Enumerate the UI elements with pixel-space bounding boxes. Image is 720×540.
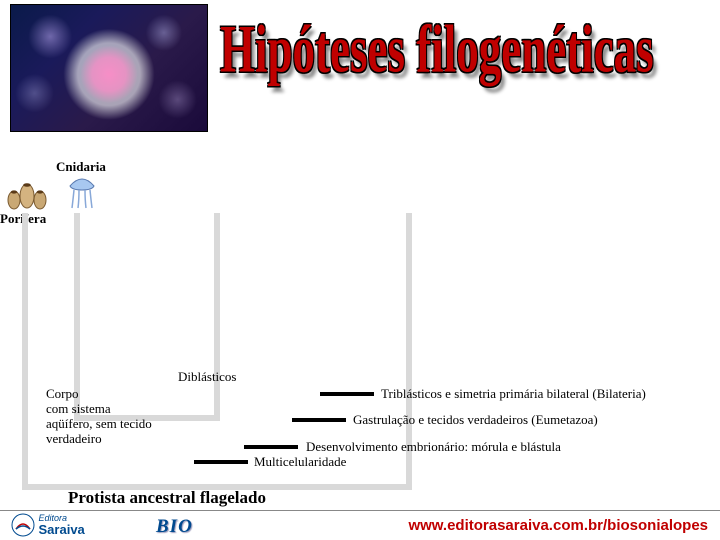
porifera-icon bbox=[6, 170, 48, 210]
tree-tick bbox=[194, 460, 248, 464]
node-corpo-line: Corpo bbox=[46, 386, 79, 401]
node-corpo-line: aqüífero, sem tecido bbox=[46, 416, 152, 431]
tree-tick bbox=[320, 392, 374, 396]
tree-branch bbox=[22, 213, 28, 484]
publisher-logo-icon bbox=[10, 513, 36, 537]
header-photo bbox=[10, 4, 208, 132]
node-corpo: Corpo com sistema aqüífero, sem tecido v… bbox=[46, 387, 152, 447]
tree-tick bbox=[292, 418, 346, 422]
node-diblasticos: Diblásticos bbox=[178, 370, 237, 385]
taxon-cnidaria-label: Cnidaria bbox=[56, 159, 106, 175]
ancestor-label: Protista ancestral flagelado bbox=[68, 488, 266, 508]
footer-bio: BIO bbox=[156, 516, 193, 538]
cnidaria-icon bbox=[62, 170, 102, 210]
node-gastrulacao: Gastrulação e tecidos verdadeiros (Eumet… bbox=[353, 413, 598, 428]
footer-publisher: Editora Saraiva bbox=[10, 513, 85, 537]
page-title: Hipóteses filogenéticas bbox=[220, 10, 654, 88]
node-corpo-line: com sistema bbox=[46, 401, 111, 416]
footer-url: www.editorasaraiva.com.br/biosonialopes bbox=[408, 517, 708, 534]
node-multicelularidade: Multicelularidade bbox=[254, 455, 346, 470]
node-triblasticos: Triblásticos e simetria primária bilater… bbox=[381, 387, 646, 402]
footer-publisher-line2: Saraiva bbox=[39, 522, 85, 537]
footer: Editora Saraiva BIO www.editorasaraiva.c… bbox=[0, 510, 720, 540]
tree-branch bbox=[214, 213, 220, 421]
tree-tick bbox=[244, 445, 298, 449]
node-desenvolvimento: Desenvolvimento embrionário: mórula e bl… bbox=[306, 440, 561, 455]
node-corpo-line: verdadeiro bbox=[46, 431, 102, 446]
